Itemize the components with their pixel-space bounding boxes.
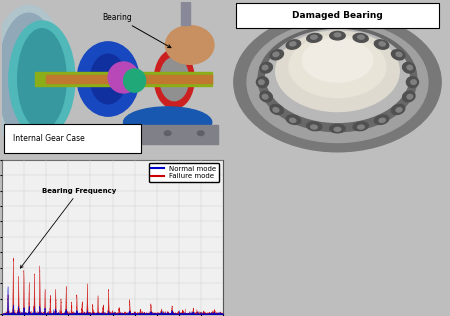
Polygon shape: [36, 72, 212, 86]
Ellipse shape: [90, 54, 126, 104]
Ellipse shape: [334, 33, 341, 37]
Ellipse shape: [407, 94, 413, 99]
Ellipse shape: [266, 29, 409, 122]
Ellipse shape: [330, 31, 345, 40]
Ellipse shape: [358, 125, 364, 129]
Ellipse shape: [379, 42, 385, 46]
Ellipse shape: [403, 91, 415, 102]
Ellipse shape: [379, 118, 385, 122]
Ellipse shape: [353, 33, 368, 42]
Ellipse shape: [234, 12, 441, 152]
Ellipse shape: [307, 33, 322, 42]
Ellipse shape: [262, 65, 268, 70]
Ellipse shape: [276, 31, 399, 112]
Ellipse shape: [392, 50, 405, 60]
Ellipse shape: [273, 52, 279, 57]
Text: Internal Gear Case: Internal Gear Case: [14, 134, 85, 143]
FancyBboxPatch shape: [4, 124, 141, 153]
Text: Bearing Frequency: Bearing Frequency: [20, 187, 116, 268]
Ellipse shape: [330, 124, 345, 133]
Ellipse shape: [260, 63, 272, 73]
Ellipse shape: [256, 77, 269, 88]
FancyBboxPatch shape: [236, 3, 439, 28]
Ellipse shape: [247, 22, 428, 143]
Ellipse shape: [9, 21, 75, 137]
Ellipse shape: [396, 52, 402, 57]
Ellipse shape: [392, 104, 405, 114]
Ellipse shape: [164, 131, 171, 136]
Ellipse shape: [353, 122, 368, 131]
Ellipse shape: [307, 122, 322, 131]
Ellipse shape: [406, 77, 419, 88]
Ellipse shape: [358, 35, 364, 39]
Text: Damaged Bearing: Damaged Bearing: [292, 11, 383, 20]
Ellipse shape: [374, 115, 389, 125]
Ellipse shape: [310, 35, 317, 39]
Ellipse shape: [289, 36, 386, 98]
Ellipse shape: [310, 125, 317, 129]
Ellipse shape: [302, 39, 373, 82]
Ellipse shape: [0, 5, 68, 153]
Ellipse shape: [396, 108, 402, 112]
Ellipse shape: [286, 40, 301, 49]
Ellipse shape: [290, 42, 296, 46]
Ellipse shape: [290, 118, 296, 122]
Ellipse shape: [286, 115, 301, 125]
Ellipse shape: [270, 104, 284, 114]
Ellipse shape: [0, 13, 59, 145]
Ellipse shape: [262, 94, 268, 99]
Polygon shape: [124, 125, 218, 144]
Legend: Normal mode, Failure mode: Normal mode, Failure mode: [148, 163, 219, 182]
Ellipse shape: [124, 69, 146, 92]
Ellipse shape: [273, 108, 279, 112]
Ellipse shape: [334, 127, 341, 131]
Polygon shape: [181, 0, 190, 25]
Ellipse shape: [411, 80, 416, 84]
Ellipse shape: [154, 50, 194, 108]
Text: Bearing: Bearing: [102, 13, 171, 48]
Ellipse shape: [18, 29, 66, 129]
Ellipse shape: [131, 131, 138, 136]
Ellipse shape: [407, 65, 413, 70]
Ellipse shape: [198, 131, 204, 136]
Ellipse shape: [374, 40, 389, 49]
Ellipse shape: [258, 26, 417, 132]
Ellipse shape: [270, 50, 284, 60]
Ellipse shape: [259, 80, 264, 84]
Ellipse shape: [166, 26, 214, 64]
Ellipse shape: [260, 91, 272, 102]
Ellipse shape: [77, 42, 139, 116]
Ellipse shape: [108, 62, 139, 93]
Ellipse shape: [124, 107, 212, 138]
Ellipse shape: [160, 57, 189, 101]
Polygon shape: [46, 75, 212, 83]
Ellipse shape: [403, 63, 415, 73]
